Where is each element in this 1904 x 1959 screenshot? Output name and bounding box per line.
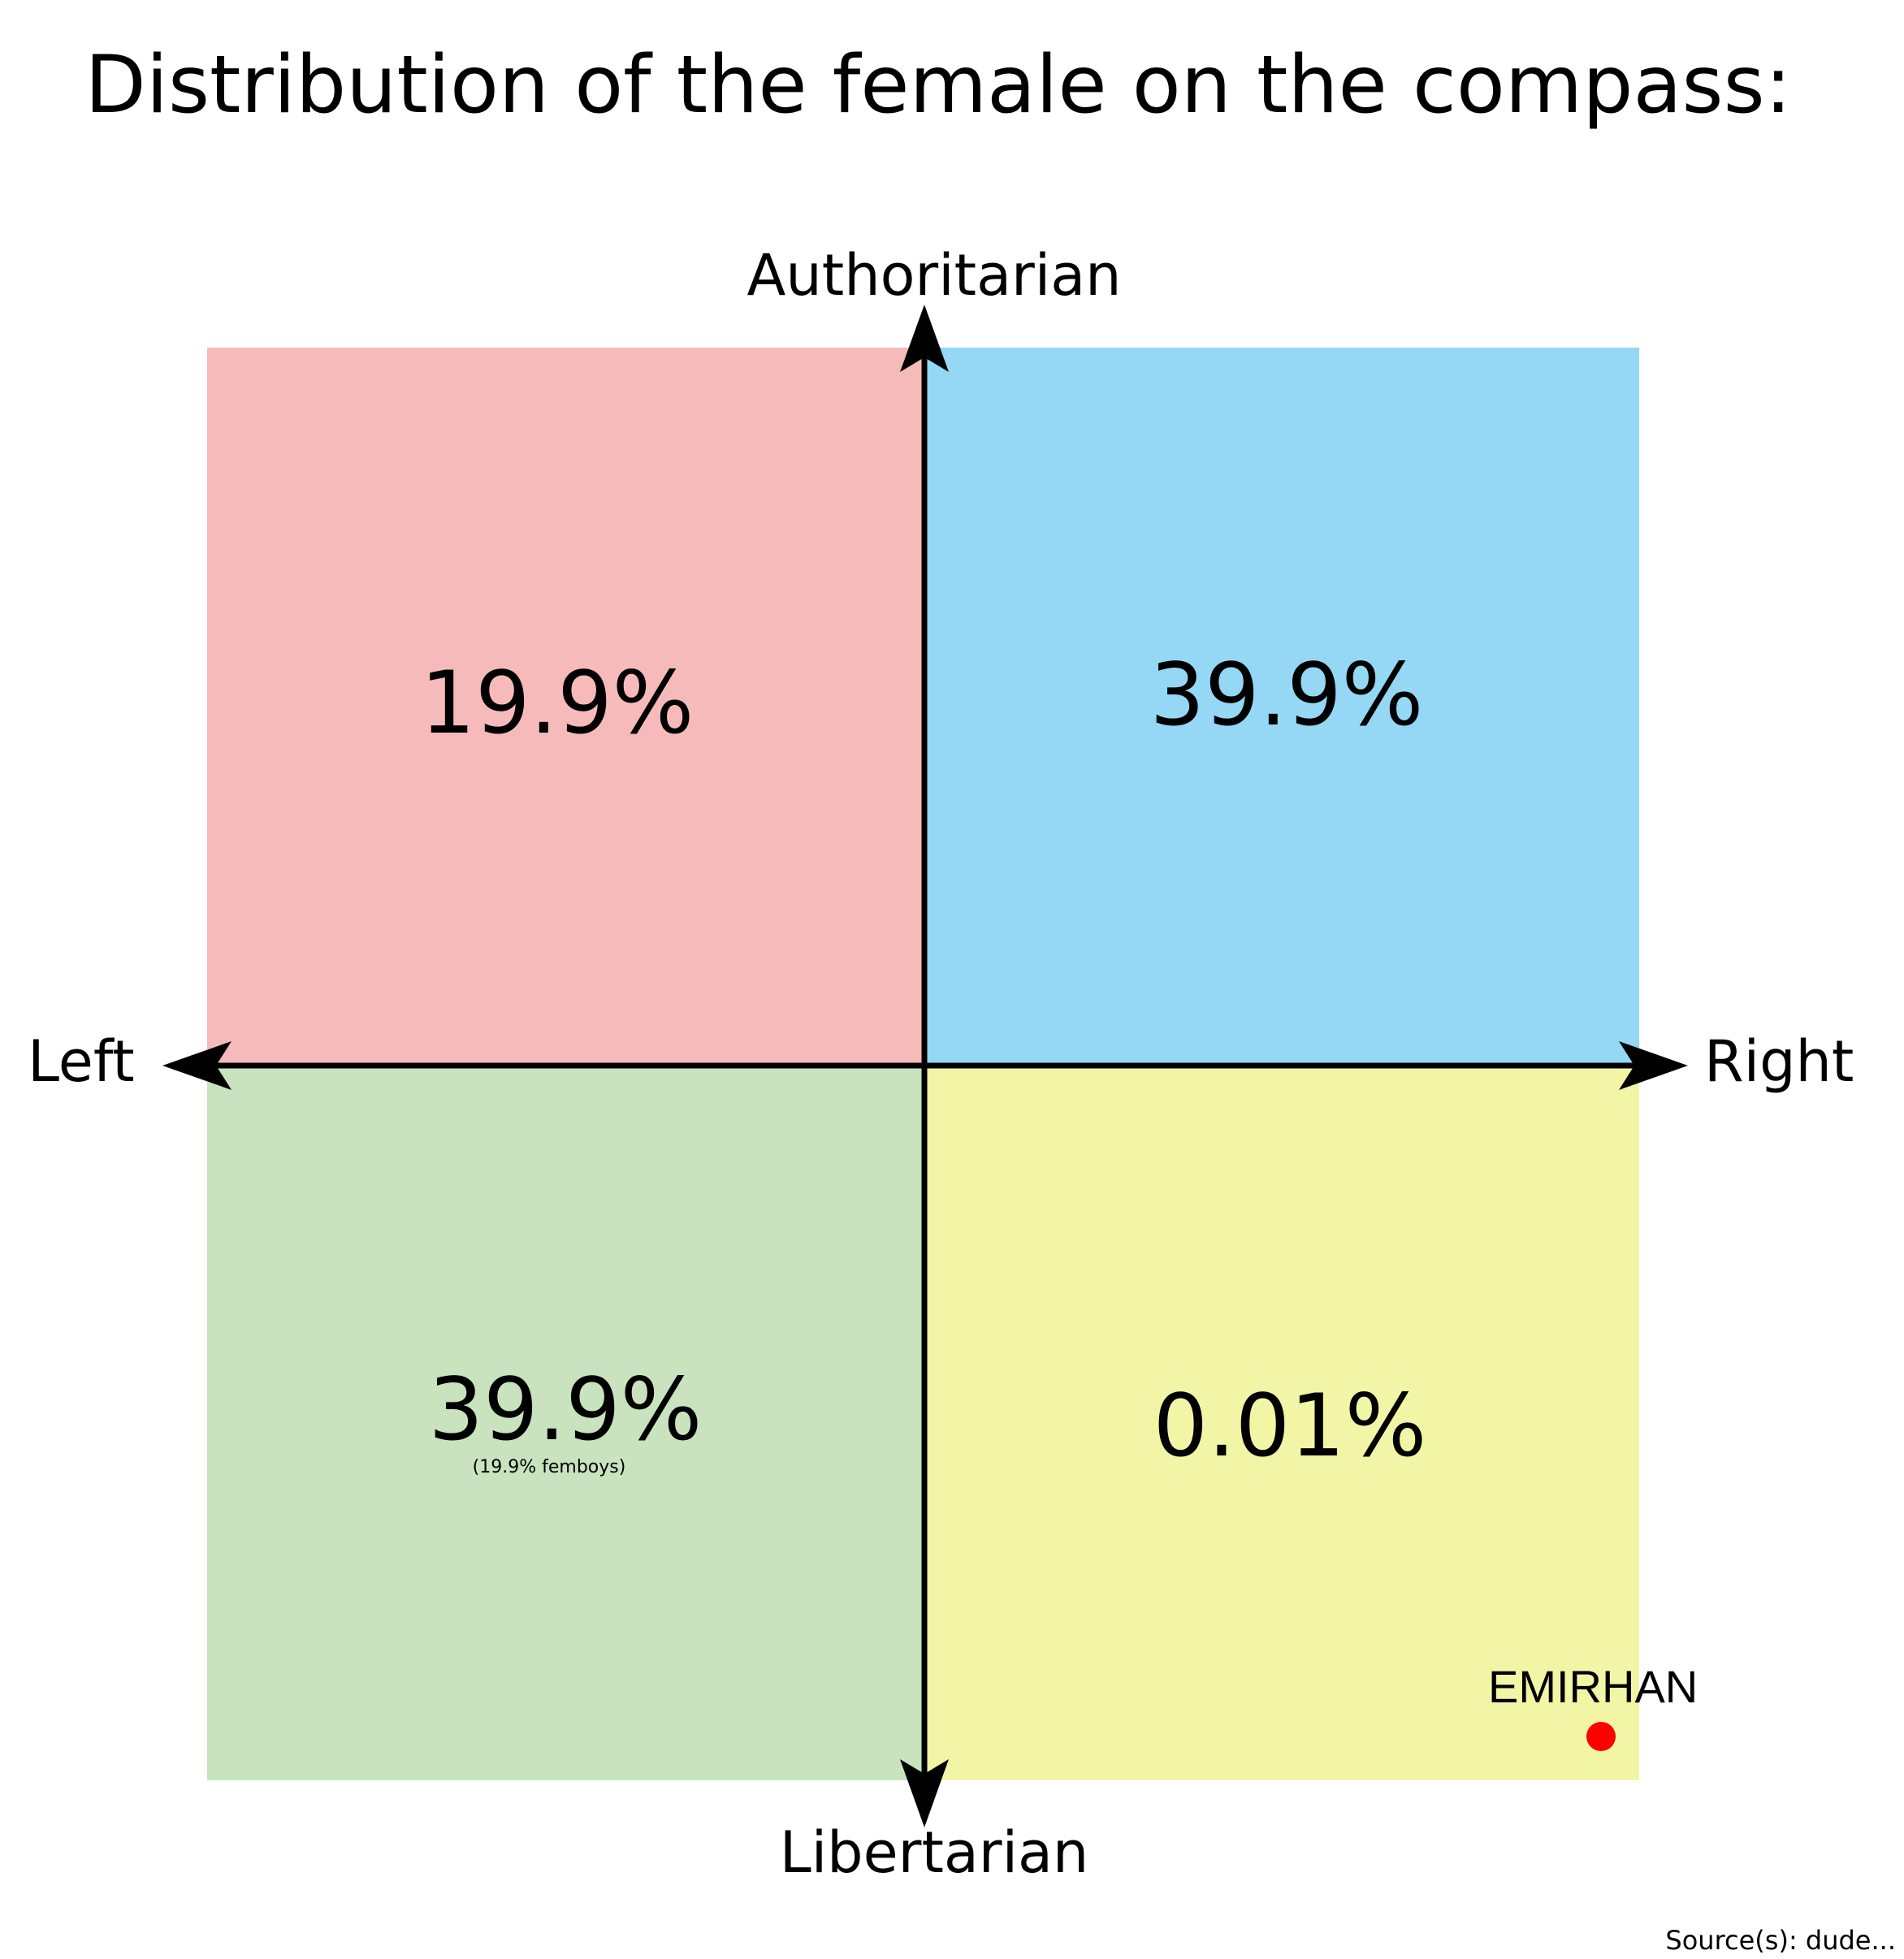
quadrant-auth-right <box>923 348 1639 1064</box>
quadrant-lib-left-value: 39.9% <box>428 1360 703 1460</box>
axis-label-libertarian: Libertarian <box>779 1819 1089 1886</box>
quadrant-auth-right-value: 39.9% <box>1149 645 1424 745</box>
marker-label: EMIRHAN <box>1488 1661 1698 1712</box>
quadrant-lib-right <box>923 1064 1639 1780</box>
page-title: Distribution of the female on the compas… <box>84 39 1792 132</box>
quadrant-lib-left-note: (19.9% femboys) <box>472 1457 626 1477</box>
position-marker-dot <box>1586 1722 1616 1751</box>
axis-label-authoritarian: Authoritarian <box>746 242 1122 309</box>
axis-label-right: Right <box>1704 1028 1854 1095</box>
quadrant-lib-right-value: 0.01% <box>1153 1376 1427 1476</box>
axis-label-left: Left <box>28 1028 135 1095</box>
quadrant-auth-left-value: 19.9% <box>420 653 695 753</box>
quadrant-auth-left <box>207 348 923 1064</box>
quadrant-lib-left <box>207 1064 923 1780</box>
source-note: Source(s): dude... <box>1665 1925 1896 1956</box>
